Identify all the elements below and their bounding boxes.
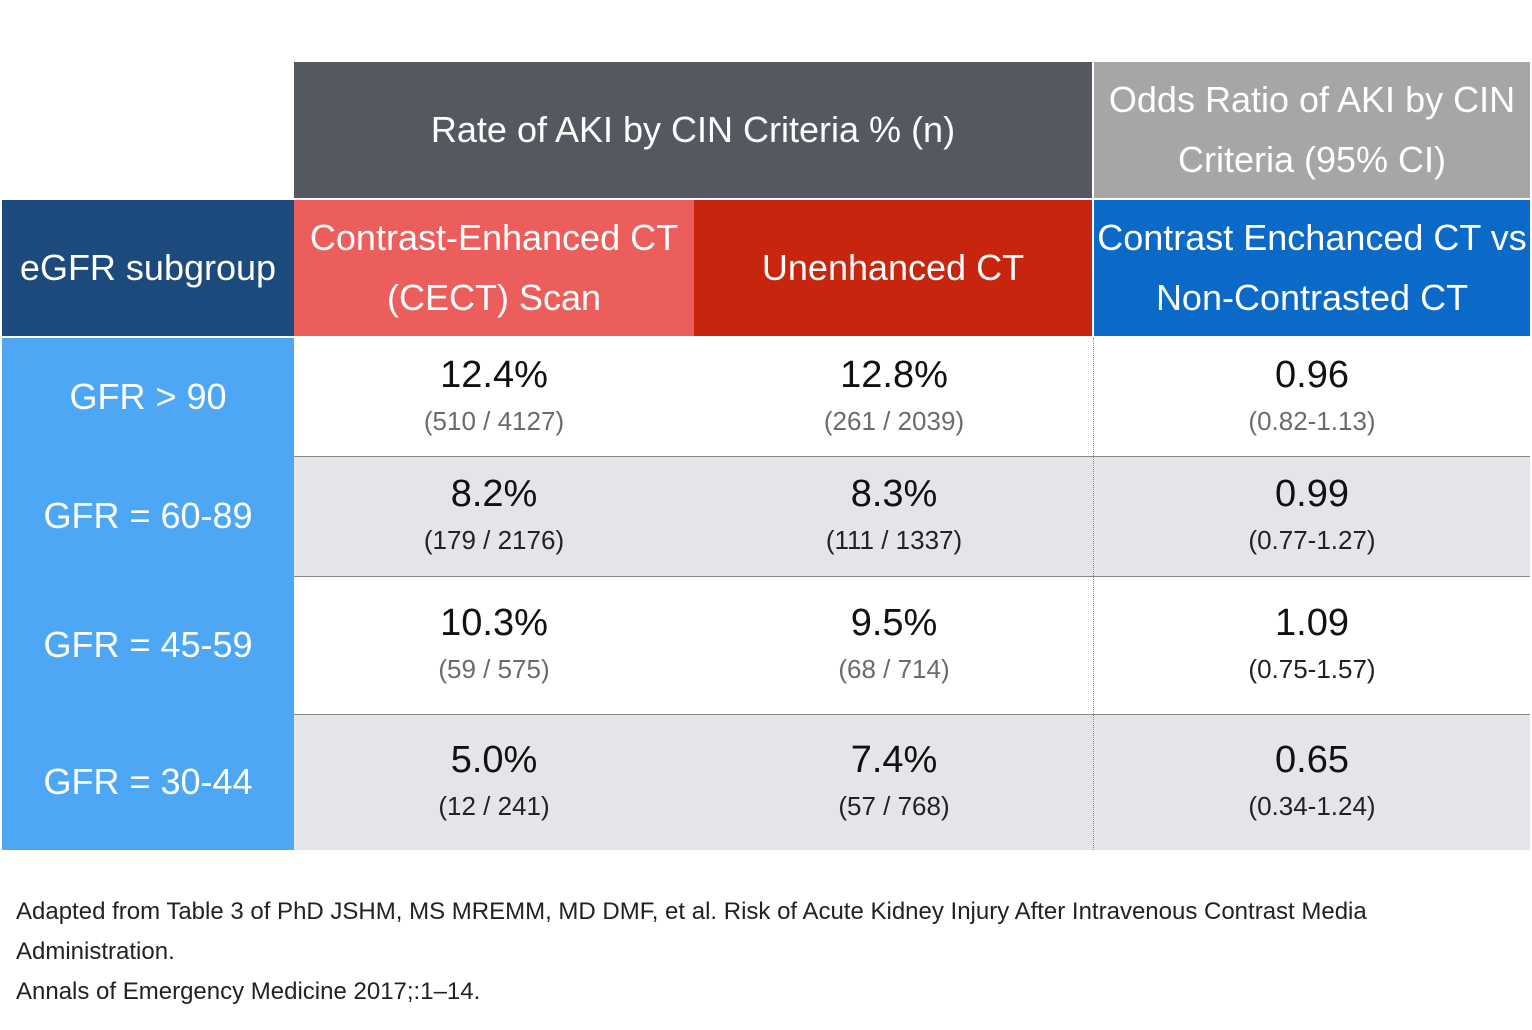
unenhanced-rate: 8.3% <box>850 473 938 515</box>
odds-ratio-cell: 0.96 (0.82-1.13) <box>1112 338 1512 456</box>
confidence-interval: (0.75-1.57) <box>1248 654 1376 684</box>
row-label-text: GFR = 60-89 <box>43 495 253 536</box>
unenhanced-count: (57 / 768) <box>838 791 950 821</box>
cect-cell: 8.2% (179 / 2176) <box>294 456 694 576</box>
odds-ratio-header-line1: Odds Ratio of AKI by CIN <box>1108 79 1516 120</box>
cect-column-header: Contrast-Enhanced CT (CECT) Scan <box>294 200 694 336</box>
cect-rate: 12.4% <box>440 354 548 396</box>
row-label-text: GFR > 90 <box>69 376 227 417</box>
confidence-interval: (0.82-1.13) <box>1248 406 1376 436</box>
egfr-column-label: eGFR subgroup <box>19 247 277 288</box>
cect-rate: 8.2% <box>450 473 538 515</box>
unenhanced-cell: 7.4% (57 / 768) <box>694 714 1094 850</box>
confidence-interval: (0.77-1.27) <box>1248 525 1376 555</box>
odds-ratio-value: 1.09 <box>1275 602 1349 644</box>
table-row-label: GFR = 30-44 <box>2 714 294 850</box>
unenhanced-count: (68 / 714) <box>838 654 950 684</box>
source-caption: Adapted from Table 3 of PhD JSHM, MS MRE… <box>16 892 1526 1012</box>
caption-line1: Adapted from Table 3 of PhD JSHM, MS MRE… <box>16 898 1367 965</box>
row-label-text: GFR = 45-59 <box>43 624 253 665</box>
row-divider <box>294 576 1530 577</box>
cect-count: (510 / 4127) <box>423 406 565 436</box>
cect-count: (179 / 2176) <box>423 525 565 555</box>
cect-column-line2: (CECT) Scan <box>386 277 602 318</box>
unenhanced-cell: 8.3% (111 / 1337) <box>694 456 1094 576</box>
cect-cell: 5.0% (12 / 241) <box>294 714 694 850</box>
table-row-background <box>294 456 1530 576</box>
unenhanced-rate: 12.8% <box>840 354 948 396</box>
unenhanced-count: (111 / 1337) <box>825 525 963 555</box>
unenhanced-rate: 9.5% <box>850 602 938 644</box>
table-row-background <box>294 576 1530 714</box>
odds-ratio-header: Odds Ratio of AKI by CIN Criteria (95% C… <box>1094 62 1530 198</box>
odds-ratio-column-line2: Non-Contrasted CT <box>1155 277 1469 318</box>
table-row-label: GFR = 45-59 <box>2 576 294 714</box>
table-row-background <box>294 338 1530 456</box>
odds-ratio-column-header: Contrast Enchanced CT vs Non-Contrasted … <box>1094 200 1530 336</box>
rate-header: Rate of AKI by CIN Criteria % (n) <box>294 62 1092 198</box>
row-label-text: GFR = 30-44 <box>43 761 253 802</box>
odds-ratio-value: 0.65 <box>1275 739 1349 781</box>
egfr-column-header: eGFR subgroup <box>2 200 294 336</box>
unenhanced-cell: 12.8% (261 / 2039) <box>694 338 1094 456</box>
odds-ratio-value: 0.99 <box>1275 473 1349 515</box>
cect-cell: 10.3% (59 / 575) <box>294 576 694 714</box>
confidence-interval: (0.34-1.24) <box>1248 791 1376 821</box>
cect-rate: 10.3% <box>440 602 548 644</box>
odds-ratio-cell: 1.09 (0.75-1.57) <box>1112 576 1512 714</box>
unenhanced-rate: 7.4% <box>850 739 938 781</box>
odds-ratio-cell: 0.99 (0.77-1.27) <box>1112 456 1512 576</box>
cect-count: (59 / 575) <box>438 654 550 684</box>
table-row-label: GFR = 60-89 <box>2 456 294 576</box>
odds-ratio-header-line2: Criteria (95% CI) <box>1177 139 1447 180</box>
row-divider <box>294 714 1530 715</box>
column-divider <box>1093 338 1094 850</box>
cect-column-line1: Contrast-Enhanced CT <box>309 217 679 258</box>
cect-count: (12 / 241) <box>438 791 550 821</box>
table-row-background <box>294 714 1530 850</box>
unenhanced-cell: 9.5% (68 / 714) <box>694 576 1094 714</box>
unenhanced-column-label: Unenhanced CT <box>761 247 1025 288</box>
table-row-label: GFR > 90 <box>2 338 294 456</box>
caption-line2: Annals of Emergency Medicine 2017;:1–14. <box>16 978 481 1005</box>
cect-cell: 12.4% (510 / 4127) <box>294 338 694 456</box>
unenhanced-column-header: Unenhanced CT <box>694 200 1092 336</box>
row-divider <box>294 456 1530 457</box>
unenhanced-count: (261 / 2039) <box>823 406 965 436</box>
odds-ratio-cell: 0.65 (0.34-1.24) <box>1112 714 1512 850</box>
rate-header-label: Rate of AKI by CIN Criteria % (n) <box>430 109 956 150</box>
odds-ratio-value: 0.96 <box>1275 354 1349 396</box>
cect-rate: 5.0% <box>450 739 538 781</box>
odds-ratio-column-line1: Contrast Enchanced CT vs <box>1097 217 1527 258</box>
